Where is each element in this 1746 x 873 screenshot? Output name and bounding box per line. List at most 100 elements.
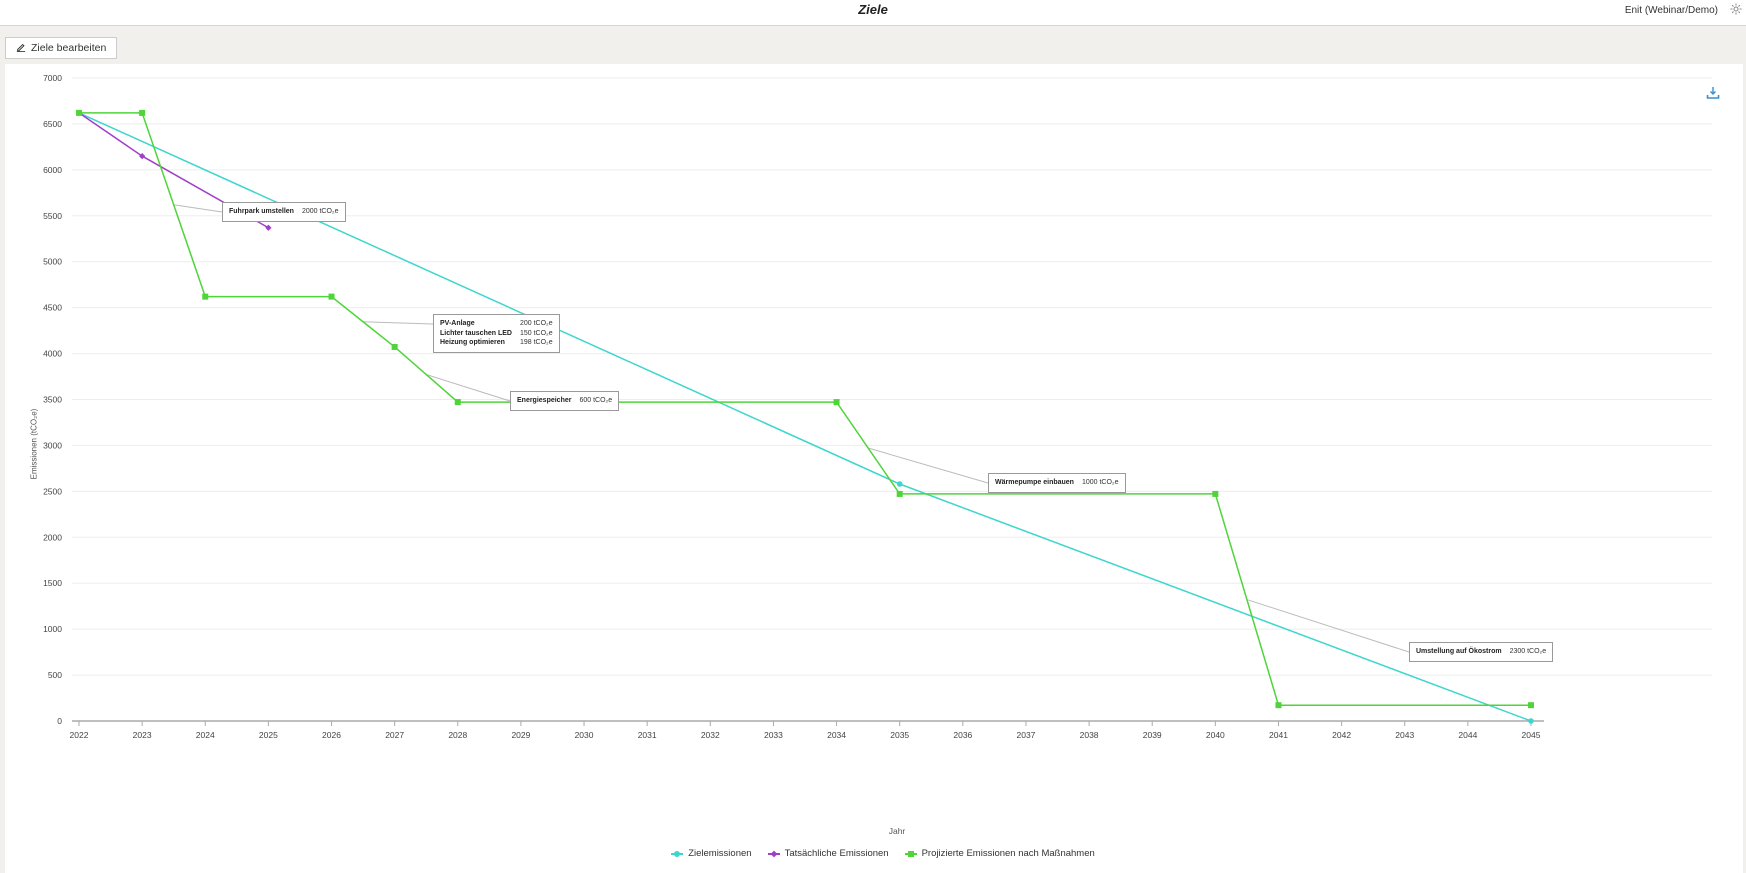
x-tick-label: 2035 — [890, 730, 909, 740]
x-tick-label: 2030 — [575, 730, 594, 740]
annotation-connector — [363, 321, 434, 325]
x-tick-label: 2036 — [953, 730, 972, 740]
x-tick-label: 2024 — [196, 730, 215, 740]
y-tick-label: 500 — [48, 670, 62, 680]
legend-item-target[interactable]: Zielemissionen — [671, 848, 752, 859]
y-tick-label: 3000 — [43, 440, 62, 450]
legend-item-actual[interactable]: Tatsächliche Emissionen — [767, 848, 889, 859]
page-title: Ziele — [858, 2, 888, 17]
data-point-marker — [391, 343, 398, 350]
x-tick-label: 2031 — [638, 730, 657, 740]
x-tick-label: 2023 — [133, 730, 152, 740]
legend-item-projected[interactable]: Projizierte Emissionen nach Maßnahmen — [904, 848, 1095, 859]
y-tick-label: 6000 — [43, 165, 62, 175]
chart-panel — [5, 64, 1743, 873]
x-tick-label: 2045 — [1522, 730, 1541, 740]
x-tick-label: 2044 — [1458, 730, 1477, 740]
square-marker-icon — [904, 850, 917, 858]
x-tick-label: 2038 — [1080, 730, 1099, 740]
edit-goals-label: Ziele bearbeiten — [31, 42, 107, 54]
y-tick-label: 6500 — [43, 119, 62, 129]
measure-annotation: Umstellung auf Ökostrom 2300 tCO₂e — [1409, 642, 1554, 662]
measure-value: 150 tCO₂e — [519, 329, 553, 337]
measure-label: Energiespeicher — [517, 397, 572, 404]
data-point-marker — [202, 293, 209, 300]
measure-value: 198 tCO₂e — [519, 339, 553, 346]
user-account-label[interactable]: Enit (Webinar/Demo) — [1624, 5, 1718, 16]
y-tick-label: 5000 — [43, 257, 62, 267]
measure-label: Wärmepumpe einbauen — [995, 479, 1074, 486]
y-tick-label: 0 — [57, 716, 62, 726]
x-tick-label: 2040 — [1206, 730, 1225, 740]
y-tick-label: 4500 — [43, 303, 62, 313]
measure-label: Umstellung auf Ökostrom — [1416, 648, 1502, 655]
x-tick-label: 2034 — [827, 730, 846, 740]
measure-label: Fuhrpark umstellen — [229, 208, 294, 215]
y-tick-label: 1000 — [43, 624, 62, 634]
y-axis-title: Emissionen (tCO₂e) — [29, 408, 39, 480]
annotation-row: Umstellung auf Ökostrom 2300 tCO₂e — [1416, 647, 1546, 657]
measure-annotation: Wärmepumpe einbauen 1000 tCO₂e — [988, 473, 1126, 493]
legend-label: Projizierte Emissionen nach Maßnahmen — [921, 848, 1095, 859]
annotation-row: PV-Anlage 200 tCO₂e — [440, 319, 553, 329]
x-tick-label: 2027 — [385, 730, 404, 740]
data-point-marker — [896, 481, 903, 487]
measure-label: Heizung optimieren — [440, 339, 505, 346]
data-point-marker — [1275, 702, 1282, 709]
top-bar: Ziele Enit (Webinar/Demo) — [0, 0, 1746, 26]
data-point-marker — [1528, 718, 1534, 724]
measure-annotation: Energiespeicher 600 tCO₂e — [510, 391, 620, 411]
annotation-row: Fuhrpark umstellen 2000 tCO₂e — [229, 207, 339, 217]
data-point-marker — [1212, 490, 1219, 497]
x-tick-label: 2022 — [70, 730, 89, 740]
measure-label: Lichter tauschen LED — [440, 329, 512, 337]
annotation-connector — [867, 447, 989, 484]
data-point-marker — [265, 224, 272, 231]
y-tick-label: 1500 — [43, 578, 62, 588]
x-axis-title: Jahr — [888, 826, 906, 836]
x-tick-label: 2032 — [701, 730, 720, 740]
data-point-marker — [328, 293, 335, 300]
y-tick-label: 4000 — [43, 349, 62, 359]
x-tick-label: 2025 — [259, 730, 278, 740]
diamond-marker-icon — [767, 850, 780, 858]
y-tick-label: 7000 — [43, 73, 62, 83]
data-point-marker — [833, 399, 840, 406]
chart-legend: Zielemissionen Tatsächliche Emissionen P… — [0, 848, 1746, 859]
download-icon[interactable] — [1706, 86, 1720, 100]
x-tick-label: 2026 — [322, 730, 341, 740]
gear-icon[interactable] — [1730, 3, 1744, 17]
x-tick-label: 2042 — [1332, 730, 1351, 740]
annotation-row: Energiespeicher 600 tCO₂e — [517, 396, 612, 406]
data-point-marker — [139, 109, 146, 116]
x-tick-label: 2028 — [448, 730, 467, 740]
measure-label: PV-Anlage — [440, 320, 475, 327]
y-tick-label: 3500 — [43, 395, 62, 405]
data-point-marker — [76, 109, 82, 116]
y-tick-label: 2000 — [43, 532, 62, 542]
data-point-marker — [454, 399, 461, 406]
legend-label: Tatsächliche Emissionen — [784, 848, 889, 859]
data-point-marker — [1528, 702, 1534, 709]
annotation-row: Wärmepumpe einbauen 1000 tCO₂e — [995, 478, 1119, 488]
measure-annotation: Fuhrpark umstellen 2000 tCO₂e — [222, 202, 346, 222]
x-tick-label: 2041 — [1269, 730, 1288, 740]
data-point-marker — [139, 152, 146, 160]
data-point-marker — [896, 490, 903, 497]
y-tick-label: 2500 — [43, 486, 62, 496]
x-tick-label: 2039 — [1143, 730, 1162, 740]
x-tick-label: 2033 — [764, 730, 783, 740]
annotation-row: Lichter tauschen LED 150 tCO₂e — [440, 329, 553, 339]
measure-value: 200 tCO₂e — [519, 320, 553, 327]
pencil-icon — [16, 42, 26, 55]
x-tick-label: 2043 — [1395, 730, 1414, 740]
edit-goals-button[interactable]: Ziele bearbeiten — [5, 37, 118, 59]
measure-annotation: PV-Anlage 200 tCO₂e Lichter tauschen LED 15… — [433, 314, 560, 353]
measure-value: 2300 tCO₂e — [1509, 648, 1547, 655]
x-tick-label: 2029 — [511, 730, 530, 740]
annotation-connector — [426, 374, 511, 402]
measure-value: 600 tCO₂e — [579, 397, 613, 404]
x-tick-label: 2037 — [1016, 730, 1035, 740]
circle-marker-icon — [671, 850, 684, 858]
